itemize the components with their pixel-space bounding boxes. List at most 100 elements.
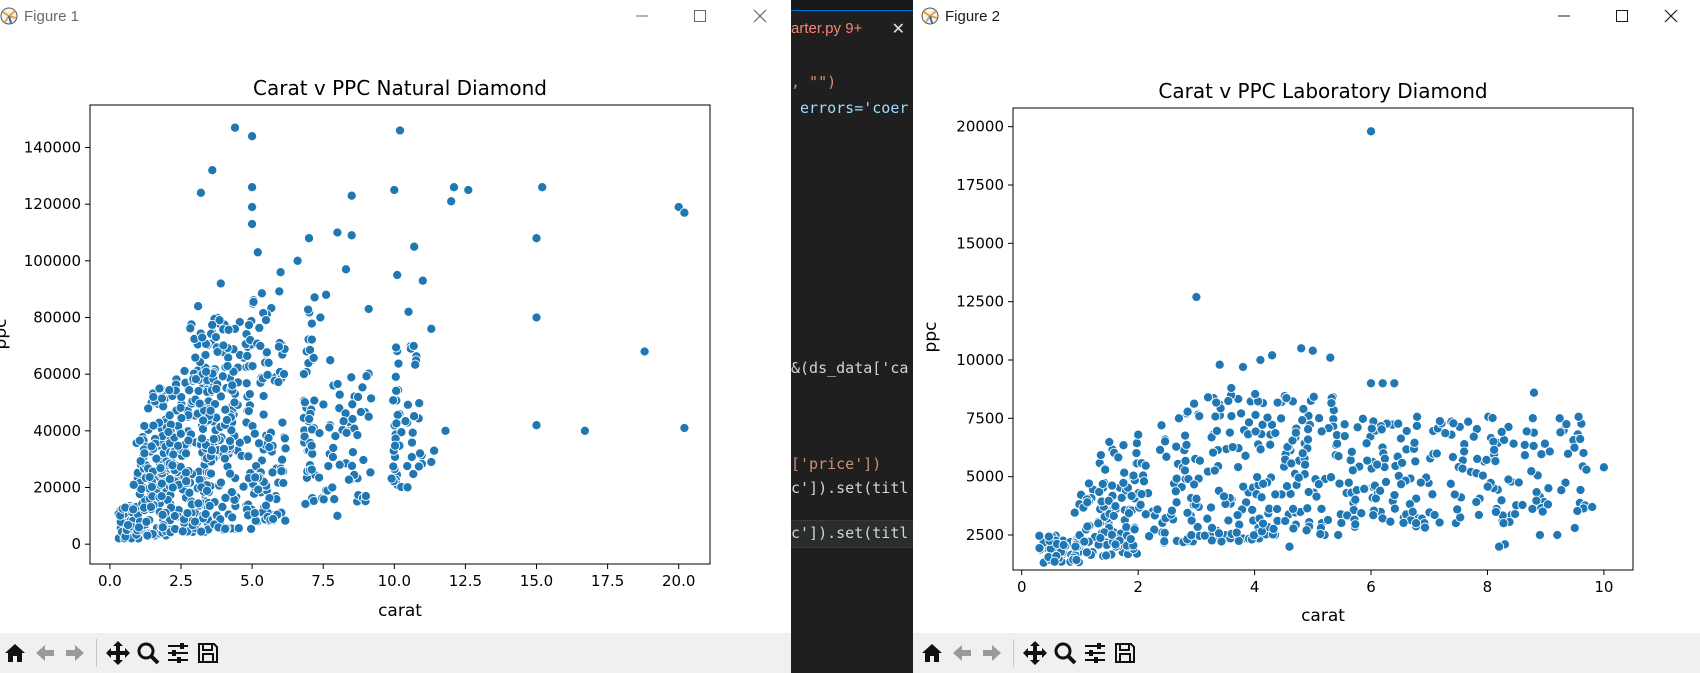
scatter-point [1449,489,1460,500]
scatter-point [280,515,291,526]
scatter-point [1255,444,1266,455]
figure-1-window: Figure 1 Carat v PPC Natural Diamond 0.0… [0,0,791,673]
scatter-point [1186,530,1197,541]
scatter-point [1267,350,1278,361]
zoom-button[interactable] [133,635,163,671]
scatter-point [414,398,425,409]
scatter-point [1345,455,1356,466]
close-button[interactable] [731,0,789,32]
scatter-point [1380,476,1392,487]
scatter-point [1104,436,1115,448]
scatter-point [157,509,168,520]
scatter-point [440,425,451,436]
configure-subplots-button[interactable] [1080,635,1110,671]
y-tick-label: 12500 [956,293,1004,311]
scatter-point [1202,392,1214,403]
scatter-point [1290,427,1301,438]
scatter-point [1575,433,1586,445]
zoom-button[interactable] [1050,635,1080,671]
close-button[interactable] [1642,0,1700,32]
scatter-point [1238,481,1249,492]
scatter-point [141,516,152,527]
scatter-point [1297,415,1308,426]
scatter-point [1179,465,1190,476]
scatter-point [346,460,358,471]
scatter-point [1572,505,1583,517]
scatter-point [258,390,269,402]
pan-button[interactable] [103,635,133,671]
scatter-point [314,472,325,483]
pan-button[interactable] [1020,635,1050,671]
home-button[interactable] [917,635,947,671]
scatter-point [1343,477,1354,488]
scatter-point [531,233,542,244]
scatter-point [1186,515,1197,526]
scatter-point [1303,486,1314,498]
scatter-point [1224,427,1235,438]
scatter-point [1389,378,1400,389]
scatter-point [1069,507,1080,518]
scatter-point [1110,501,1121,512]
scatter-point [242,350,253,361]
toolbar-separator [1013,639,1014,667]
scatter-point [1379,453,1390,464]
minimize-button[interactable] [613,0,671,32]
minimize-button[interactable] [1535,0,1593,32]
scatter-point [1326,398,1337,409]
scatter-point [190,374,201,385]
figure-2-titlebar[interactable]: Figure 2 [913,0,1700,32]
scatter-point [1300,459,1311,470]
maximize-icon [694,10,706,22]
scatter-point [1082,521,1093,532]
scatter-point [352,391,364,402]
pan-icon [106,641,130,665]
scatter-point [1481,454,1492,465]
x-tick-label: 2 [1133,578,1143,596]
scatter-points [1034,126,1609,568]
x-tick-label: 20.0 [662,572,695,590]
scatter-point [234,316,245,328]
scatter-point [274,286,285,297]
figure-2-canvas[interactable]: Carat v PPC Laboratory Diamond 0 2 4 6 8 10 2… [913,32,1700,633]
scatter-point [1389,503,1400,514]
scatter-point [173,440,184,451]
scatter-point [308,495,319,507]
figure-1-canvas[interactable]: Carat v PPC Natural Diamond 0.0 2.5 5.0 7.5… [0,32,791,633]
scatter-point [1210,411,1221,422]
scatter-point [1560,477,1571,488]
scatter-point [1362,455,1373,466]
save-button[interactable] [193,635,223,671]
figure-1-titlebar[interactable]: Figure 1 [0,0,791,32]
scatter-point [210,332,221,343]
scatter-point [205,405,216,416]
scatter-point [1194,411,1205,422]
scatter-point [276,466,287,477]
configure-subplots-button[interactable] [163,635,193,671]
x-tick-label: 10.0 [378,572,411,590]
forward-button[interactable] [977,635,1007,671]
home-button[interactable] [0,635,30,671]
scatter-point [1513,477,1524,488]
scatter-point [402,399,413,410]
save-button[interactable] [1110,635,1140,671]
back-button[interactable] [30,635,60,671]
scatter-point [1543,483,1554,494]
editor-tab[interactable]: arter.py 9+ ✕ [791,10,913,47]
maximize-button[interactable] [1593,0,1651,32]
code-line: &(ds_data['ca [791,359,909,377]
back-button[interactable] [947,635,977,671]
scatter-point [226,425,237,436]
x-tick-label: 2.5 [169,572,193,590]
y-tick-label: 100000 [24,252,81,270]
scatter-point [1189,398,1200,409]
scatter-point [406,451,417,463]
scatter-point [1191,493,1202,504]
maximize-button[interactable] [671,0,729,32]
scatter-point [238,481,249,492]
scatter-point [1396,479,1407,490]
scatter-point [154,383,165,394]
close-icon[interactable]: ✕ [891,19,905,38]
forward-button[interactable] [60,635,90,671]
scatter-point [260,315,272,326]
scatter-point [1473,509,1484,521]
